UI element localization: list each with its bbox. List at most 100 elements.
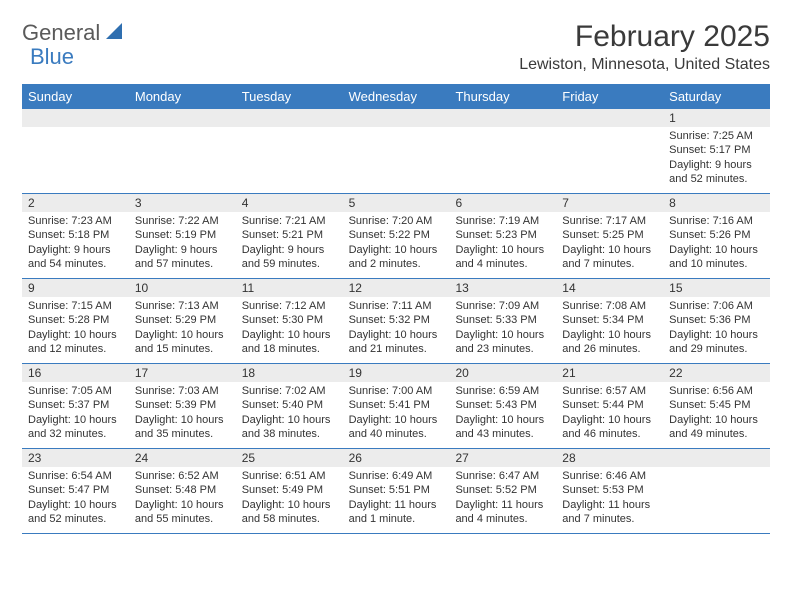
calendar-row: 23Sunrise: 6:54 AMSunset: 5:47 PMDayligh… — [22, 449, 770, 534]
day-number: 11 — [236, 279, 343, 297]
calendar-cell: 4Sunrise: 7:21 AMSunset: 5:21 PMDaylight… — [236, 194, 343, 278]
day-details: Sunrise: 6:57 AMSunset: 5:44 PMDaylight:… — [556, 382, 663, 445]
calendar-cell: 6Sunrise: 7:19 AMSunset: 5:23 PMDaylight… — [449, 194, 556, 278]
day-details — [343, 127, 450, 133]
calendar-cell: 11Sunrise: 7:12 AMSunset: 5:30 PMDayligh… — [236, 279, 343, 363]
day-details: Sunrise: 6:47 AMSunset: 5:52 PMDaylight:… — [449, 467, 556, 530]
day-number: 4 — [236, 194, 343, 212]
logo: General — [22, 20, 128, 46]
day-details: Sunrise: 7:11 AMSunset: 5:32 PMDaylight:… — [343, 297, 450, 360]
day-number: 26 — [343, 449, 450, 467]
day-details — [22, 127, 129, 133]
calendar-cell: 20Sunrise: 6:59 AMSunset: 5:43 PMDayligh… — [449, 364, 556, 448]
calendar-cell: 28Sunrise: 6:46 AMSunset: 5:53 PMDayligh… — [556, 449, 663, 533]
day-number: 27 — [449, 449, 556, 467]
day-details — [449, 127, 556, 133]
calendar-cell: 17Sunrise: 7:03 AMSunset: 5:39 PMDayligh… — [129, 364, 236, 448]
day-number: 1 — [663, 109, 770, 127]
day-number — [22, 109, 129, 127]
calendar-cell: 19Sunrise: 7:00 AMSunset: 5:41 PMDayligh… — [343, 364, 450, 448]
day-details — [236, 127, 343, 133]
day-header: Saturday — [663, 84, 770, 109]
day-details: Sunrise: 7:03 AMSunset: 5:39 PMDaylight:… — [129, 382, 236, 445]
day-number: 7 — [556, 194, 663, 212]
day-details: Sunrise: 7:00 AMSunset: 5:41 PMDaylight:… — [343, 382, 450, 445]
day-number: 22 — [663, 364, 770, 382]
day-number: 28 — [556, 449, 663, 467]
logo-sail-icon — [104, 21, 126, 46]
day-details: Sunrise: 7:06 AMSunset: 5:36 PMDaylight:… — [663, 297, 770, 360]
calendar-cell — [449, 109, 556, 193]
day-number: 16 — [22, 364, 129, 382]
day-details — [663, 467, 770, 473]
day-number — [663, 449, 770, 467]
calendar-row: 16Sunrise: 7:05 AMSunset: 5:37 PMDayligh… — [22, 364, 770, 449]
day-details: Sunrise: 7:25 AMSunset: 5:17 PMDaylight:… — [663, 127, 770, 190]
calendar-body: 1Sunrise: 7:25 AMSunset: 5:17 PMDaylight… — [22, 109, 770, 534]
day-details — [556, 127, 663, 133]
calendar-cell: 7Sunrise: 7:17 AMSunset: 5:25 PMDaylight… — [556, 194, 663, 278]
calendar-header-row: Sunday Monday Tuesday Wednesday Thursday… — [22, 84, 770, 109]
calendar-cell: 21Sunrise: 6:57 AMSunset: 5:44 PMDayligh… — [556, 364, 663, 448]
day-number: 18 — [236, 364, 343, 382]
logo-text-blue: Blue — [30, 44, 74, 70]
day-number: 5 — [343, 194, 450, 212]
day-details: Sunrise: 7:05 AMSunset: 5:37 PMDaylight:… — [22, 382, 129, 445]
day-number: 25 — [236, 449, 343, 467]
day-header: Wednesday — [343, 84, 450, 109]
calendar-cell — [22, 109, 129, 193]
day-header: Monday — [129, 84, 236, 109]
calendar-cell: 12Sunrise: 7:11 AMSunset: 5:32 PMDayligh… — [343, 279, 450, 363]
calendar-cell — [343, 109, 450, 193]
day-details: Sunrise: 7:09 AMSunset: 5:33 PMDaylight:… — [449, 297, 556, 360]
day-number: 14 — [556, 279, 663, 297]
calendar-cell: 8Sunrise: 7:16 AMSunset: 5:26 PMDaylight… — [663, 194, 770, 278]
day-details: Sunrise: 6:56 AMSunset: 5:45 PMDaylight:… — [663, 382, 770, 445]
calendar-cell: 25Sunrise: 6:51 AMSunset: 5:49 PMDayligh… — [236, 449, 343, 533]
calendar-row: 2Sunrise: 7:23 AMSunset: 5:18 PMDaylight… — [22, 194, 770, 279]
day-number: 15 — [663, 279, 770, 297]
calendar-cell: 2Sunrise: 7:23 AMSunset: 5:18 PMDaylight… — [22, 194, 129, 278]
day-number — [236, 109, 343, 127]
logo-text-general: General — [22, 20, 100, 46]
day-number: 6 — [449, 194, 556, 212]
day-details: Sunrise: 7:15 AMSunset: 5:28 PMDaylight:… — [22, 297, 129, 360]
day-header: Sunday — [22, 84, 129, 109]
calendar-cell: 18Sunrise: 7:02 AMSunset: 5:40 PMDayligh… — [236, 364, 343, 448]
day-number: 20 — [449, 364, 556, 382]
calendar-cell: 10Sunrise: 7:13 AMSunset: 5:29 PMDayligh… — [129, 279, 236, 363]
day-details — [129, 127, 236, 133]
header: General February 2025 Lewiston, Minnesot… — [22, 20, 770, 74]
day-details: Sunrise: 6:46 AMSunset: 5:53 PMDaylight:… — [556, 467, 663, 530]
calendar-cell: 1Sunrise: 7:25 AMSunset: 5:17 PMDaylight… — [663, 109, 770, 193]
day-details: Sunrise: 6:52 AMSunset: 5:48 PMDaylight:… — [129, 467, 236, 530]
calendar-cell: 15Sunrise: 7:06 AMSunset: 5:36 PMDayligh… — [663, 279, 770, 363]
day-number: 17 — [129, 364, 236, 382]
calendar-cell: 23Sunrise: 6:54 AMSunset: 5:47 PMDayligh… — [22, 449, 129, 533]
day-details: Sunrise: 7:20 AMSunset: 5:22 PMDaylight:… — [343, 212, 450, 275]
calendar-cell: 3Sunrise: 7:22 AMSunset: 5:19 PMDaylight… — [129, 194, 236, 278]
calendar-cell: 27Sunrise: 6:47 AMSunset: 5:52 PMDayligh… — [449, 449, 556, 533]
title-block: February 2025 Lewiston, Minnesota, Unite… — [519, 20, 770, 74]
calendar-cell — [556, 109, 663, 193]
day-details: Sunrise: 7:17 AMSunset: 5:25 PMDaylight:… — [556, 212, 663, 275]
day-details: Sunrise: 7:23 AMSunset: 5:18 PMDaylight:… — [22, 212, 129, 275]
day-details: Sunrise: 6:49 AMSunset: 5:51 PMDaylight:… — [343, 467, 450, 530]
calendar: Sunday Monday Tuesday Wednesday Thursday… — [22, 84, 770, 534]
day-details: Sunrise: 7:22 AMSunset: 5:19 PMDaylight:… — [129, 212, 236, 275]
calendar-cell — [236, 109, 343, 193]
calendar-cell: 16Sunrise: 7:05 AMSunset: 5:37 PMDayligh… — [22, 364, 129, 448]
day-number: 3 — [129, 194, 236, 212]
day-details: Sunrise: 6:54 AMSunset: 5:47 PMDaylight:… — [22, 467, 129, 530]
calendar-cell: 13Sunrise: 7:09 AMSunset: 5:33 PMDayligh… — [449, 279, 556, 363]
day-number — [343, 109, 450, 127]
calendar-cell — [663, 449, 770, 533]
day-number: 21 — [556, 364, 663, 382]
day-details: Sunrise: 7:12 AMSunset: 5:30 PMDaylight:… — [236, 297, 343, 360]
day-number: 23 — [22, 449, 129, 467]
day-details: Sunrise: 7:16 AMSunset: 5:26 PMDaylight:… — [663, 212, 770, 275]
day-header: Friday — [556, 84, 663, 109]
day-number: 19 — [343, 364, 450, 382]
day-number: 8 — [663, 194, 770, 212]
calendar-row: 9Sunrise: 7:15 AMSunset: 5:28 PMDaylight… — [22, 279, 770, 364]
